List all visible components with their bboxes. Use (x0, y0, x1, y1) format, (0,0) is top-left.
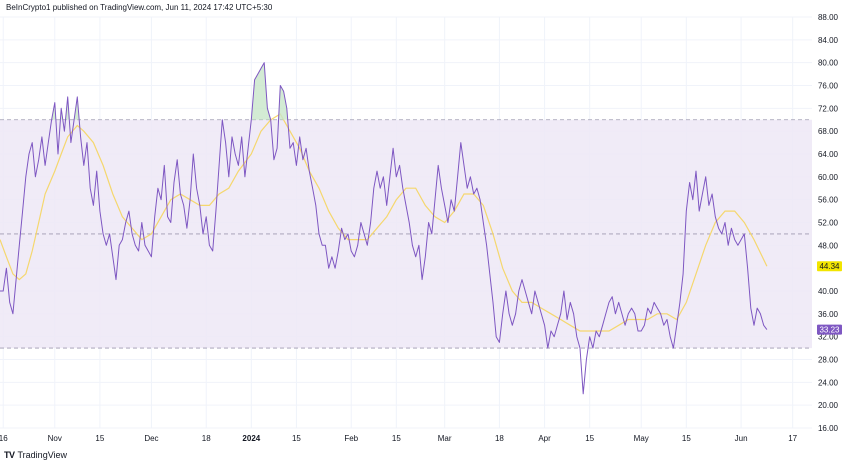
x-axis: 16 Nov 15 Dec 18 2024 15 Feb 15 Mar 18 Apr 15 May 15 Ju… (0, 434, 798, 443)
y-tick-label: 80.00 (818, 59, 839, 68)
footer-brand[interactable]: TV TradingView (4, 449, 67, 461)
x-tick-label: May (634, 434, 649, 443)
y-tick-label: 68.00 (818, 127, 839, 136)
rsi-last-value: 33.23 (819, 326, 840, 335)
y-tick-label: 56.00 (818, 196, 839, 205)
x-tick-label: Apr (538, 434, 551, 443)
x-tick-label: 2024 (242, 434, 260, 443)
x-tick-label: Jun (735, 434, 748, 443)
y-tick-label: 72.00 (818, 104, 839, 113)
x-tick-label: 15 (95, 434, 104, 443)
y-tick-label: 24.00 (818, 378, 839, 387)
rsi-ma-last-value-bg (817, 261, 842, 272)
overbought-fill (278, 85, 288, 120)
x-tick-label: 17 (788, 434, 797, 443)
y-tick-label: 84.00 (818, 36, 839, 45)
y-tick-label: 16.00 (818, 424, 839, 433)
y-tick-label: 52.00 (818, 219, 839, 228)
x-tick-label: 15 (292, 434, 301, 443)
series-layer (0, 62, 768, 395)
x-tick-label: 18 (495, 434, 504, 443)
y-axis: 88.00 84.00 80.00 76.00 72.00 68.00 64.00 60.00… (818, 13, 839, 433)
tradingview-brand: TradingView (17, 450, 68, 460)
overbought-fill (251, 62, 271, 120)
y-tick-label: 76.00 (818, 82, 839, 91)
y-tick-label: 88.00 (818, 13, 839, 22)
x-tick-label: Feb (344, 434, 358, 443)
x-tick-label: Nov (48, 434, 62, 443)
y-tick-label: 60.00 (818, 173, 839, 182)
x-tick-label: 18 (202, 434, 211, 443)
x-tick-label: 16 (0, 434, 8, 443)
rsi-line (0, 62, 768, 395)
x-tick-label: 15 (585, 434, 594, 443)
published-caption: BeInCrypto1 published on TradingView.com… (6, 3, 273, 12)
rsi-band-layer (0, 119, 812, 349)
x-tick-label: Mar (438, 434, 452, 443)
rsi-ma-line (0, 113, 768, 332)
y-tick-label: 36.00 (818, 310, 839, 319)
price-badges: 44.34 33.23 (817, 261, 842, 335)
y-tick-label: 48.00 (818, 241, 839, 250)
tradingview-logo-icon: TV (4, 450, 15, 460)
y-tick-label: 20.00 (818, 401, 839, 410)
y-tick-label: 32.00 (818, 333, 839, 342)
y-tick-label: 40.00 (818, 287, 839, 296)
x-tick-label: Dec (144, 434, 158, 443)
x-tick-label: 15 (682, 434, 691, 443)
rsi-last-value-bg (817, 324, 842, 335)
y-tick-label: 64.00 (818, 150, 839, 159)
x-tick-label: 15 (392, 434, 401, 443)
rsi-ma-last-value: 44.34 (819, 262, 840, 271)
y-tick-label: 28.00 (818, 356, 839, 365)
